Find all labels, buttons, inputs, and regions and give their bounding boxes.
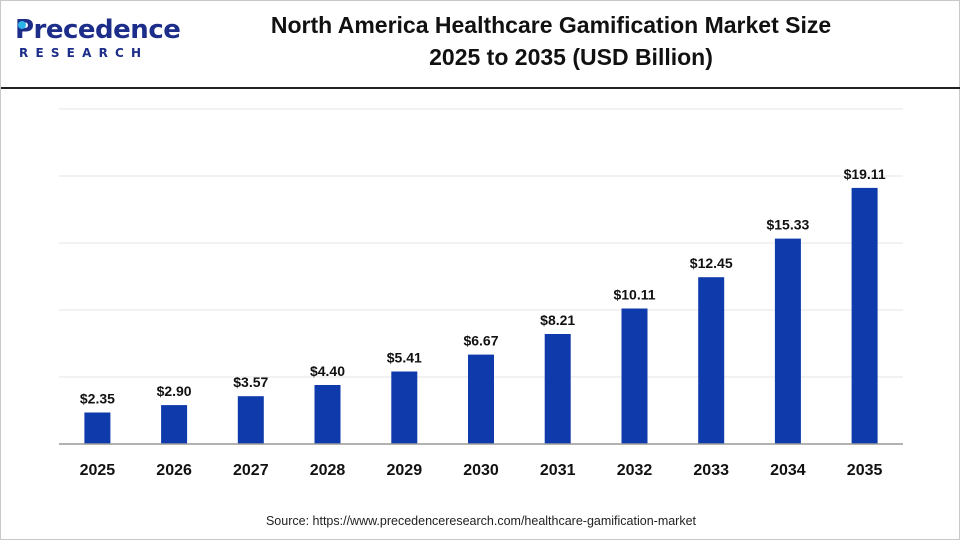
chart-title-line1: North America Healthcare Gamification Ma… — [270, 12, 832, 38]
bar-2025 — [84, 412, 111, 444]
data-label-2027: $3.57 — [233, 374, 268, 390]
logo-accent-icon — [18, 21, 26, 29]
data-labels: $2.35 $2.90 $3.57 $4.40 $5.41 $6.67 $8.21 $10.1… — [80, 166, 886, 407]
bar-chart: $2.35 $2.90 $3.57 $4.40 $5.41 $6.67 $8.21 $10.1… — [59, 108, 903, 479]
data-label-2033: $12.45 — [690, 255, 733, 271]
chart-title-line2: 2025 to 2035 (USD Billion) — [429, 44, 713, 70]
data-label-2029: $5.41 — [387, 350, 422, 366]
x-tick-label-2034: 2034 — [770, 462, 806, 479]
bar-2030 — [468, 354, 494, 444]
data-label-2030: $6.67 — [463, 333, 498, 349]
x-tick-label-2025: 2025 — [80, 462, 116, 479]
chart-title: North America Healthcare Gamification Ma… — [181, 9, 960, 73]
x-tick-label-2035: 2035 — [847, 462, 883, 479]
x-tick-label-2031: 2031 — [540, 462, 576, 479]
data-label-2034: $15.33 — [766, 217, 809, 233]
x-tick-label-2029: 2029 — [387, 462, 423, 479]
x-tick-label-2033: 2033 — [693, 462, 729, 479]
bar-2034 — [774, 238, 801, 444]
bar-2029 — [391, 371, 418, 444]
bar-2032 — [621, 308, 648, 444]
x-tick-label-2030: 2030 — [463, 462, 499, 479]
data-label-2032: $10.11 — [613, 287, 655, 303]
x-axis: 2025 2026 2027 2028 2029 2030 2031 2032 2033 2034… — [59, 443, 903, 479]
logo-tagline: RESEARCH — [19, 46, 149, 60]
gridlines — [59, 108, 903, 378]
bar-2028 — [314, 385, 341, 444]
x-tick-label-2026: 2026 — [156, 462, 192, 479]
header: Precedence RESEARCH North America Health… — [1, 1, 960, 87]
bar-2027 — [237, 396, 264, 444]
data-label-2025: $2.35 — [80, 391, 115, 407]
bars — [84, 187, 878, 444]
x-tick-label-2027: 2027 — [233, 462, 269, 479]
data-label-2035: $19.11 — [844, 166, 886, 182]
data-label-2026: $2.90 — [157, 383, 192, 399]
x-tick-label-2032: 2032 — [617, 462, 653, 479]
bar-2026 — [161, 405, 188, 444]
brand-logo: Precedence RESEARCH — [15, 15, 181, 65]
logo-wordmark: Precedence — [15, 15, 181, 45]
bar-2035 — [851, 187, 878, 444]
data-label-2031: $8.21 — [540, 312, 575, 328]
source-note: Source: https://www.precedenceresearch.c… — [265, 514, 697, 528]
header-divider — [1, 87, 960, 89]
data-label-2028: $4.40 — [310, 363, 345, 379]
x-tick-label-2028: 2028 — [310, 462, 346, 479]
bar-2033 — [698, 277, 725, 444]
bar-2031 — [544, 334, 571, 444]
